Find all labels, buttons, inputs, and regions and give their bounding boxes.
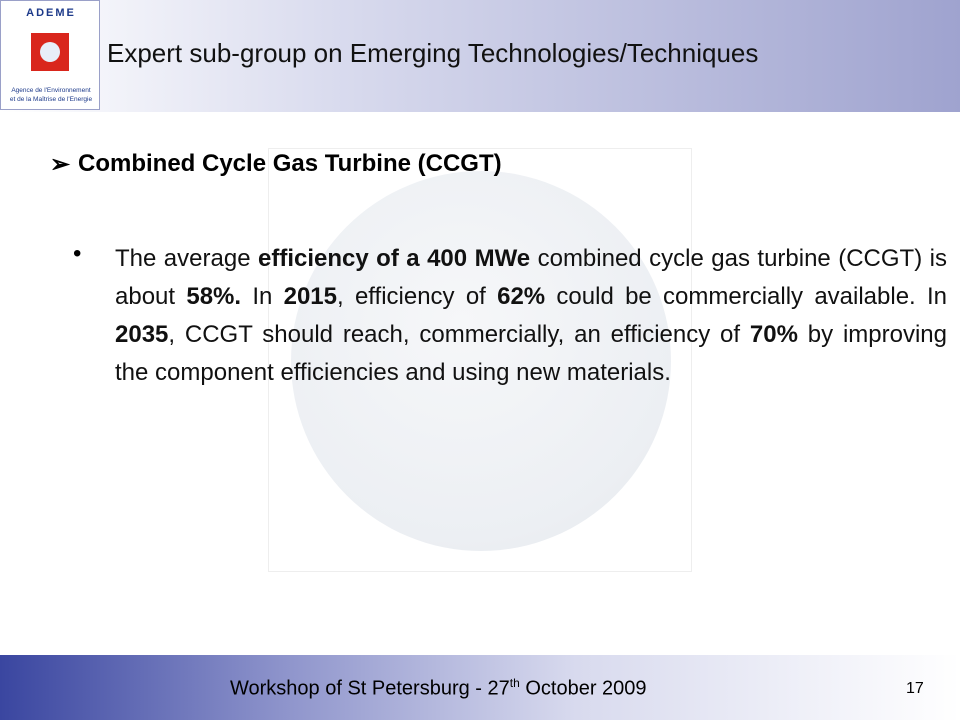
- logo-name: ADEME: [26, 7, 76, 19]
- footer-part: Workshop of St Petersburg - 27: [230, 677, 510, 700]
- footer-text: Workshop of St Petersburg - 27th October…: [230, 676, 647, 701]
- text-run: The average: [115, 245, 258, 272]
- bullet-text: The average efficiency of a 400 MWe comb…: [115, 240, 947, 392]
- bold-run: 2015: [283, 283, 337, 310]
- header-title: Expert sub-group on Emerging Technologie…: [107, 38, 759, 68]
- logo-line: et de la Maîtrise de l'Energie: [9, 96, 93, 103]
- logo: ADEME Agence de l'Environnement et de la…: [0, 0, 100, 110]
- footer-superscript: th: [509, 676, 520, 690]
- bold-run: 70%: [749, 321, 798, 348]
- bullet-marker: •: [73, 240, 82, 267]
- logo-line: Agence de l'Environnement: [11, 87, 91, 94]
- footer-part: October 2009: [519, 677, 647, 700]
- footer-band: [0, 655, 960, 720]
- text-run: , CCGT should reach, commercially, an ef…: [168, 321, 750, 348]
- logo-emblem: [31, 33, 69, 71]
- bold-run: 2035: [115, 321, 169, 348]
- text-run: could be commercially available. In: [545, 283, 948, 310]
- bold-run: 58%.: [186, 283, 242, 310]
- heading: Combined Cycle Gas Turbine (CCGT): [78, 150, 502, 177]
- text-run: combined cycle gas turbine (CCGT) is abo…: [115, 245, 947, 310]
- text-run: , efficiency of: [337, 283, 498, 310]
- bold-run: efficiency of a 400 MWe: [258, 245, 531, 272]
- bold-run: 62%: [497, 283, 546, 310]
- page-number: 17: [906, 680, 924, 697]
- text-run: by improving the component efficiencies …: [115, 321, 947, 386]
- background-globe: [268, 148, 692, 572]
- text-run: In: [241, 283, 284, 310]
- heading-marker: ➢: [50, 151, 71, 178]
- header-band: [0, 0, 960, 112]
